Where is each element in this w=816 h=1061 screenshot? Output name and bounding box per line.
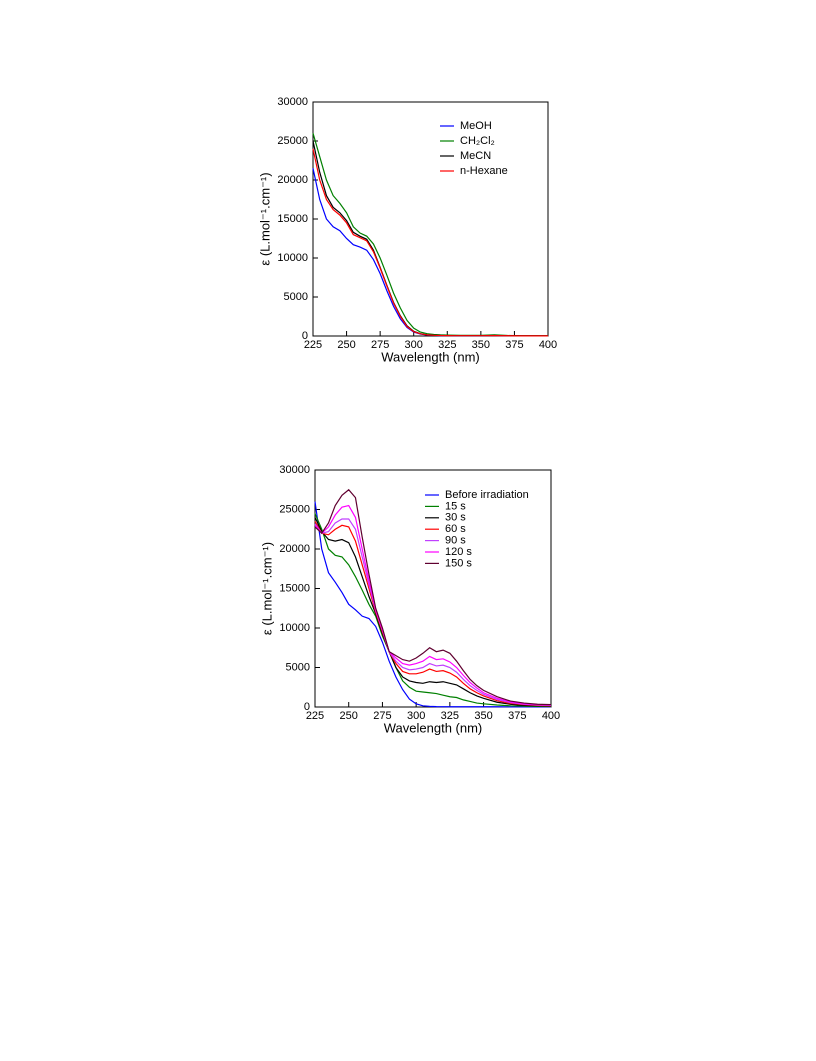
x-tick-label: 275 xyxy=(371,339,389,351)
x-tick-label: 375 xyxy=(505,339,523,351)
data-line xyxy=(312,133,548,337)
x-axis-title: Wavelength (nm) xyxy=(384,720,483,735)
y-tick-label: 25000 xyxy=(279,503,310,515)
y-axis-title: ε (L.mol⁻¹.cm⁻¹) xyxy=(257,172,272,265)
data-line xyxy=(312,140,548,337)
chart: 225 250 275 300 325 350 375 400 0 5000 10000 15000 2… xyxy=(259,464,560,736)
x-tick-label: 400 xyxy=(542,710,560,722)
y-tick-label: 10000 xyxy=(277,252,308,264)
legend-label: 15 s xyxy=(445,500,466,512)
y-tick-label: 5000 xyxy=(284,291,308,303)
x-tick-label: 300 xyxy=(407,710,425,722)
plot-frame xyxy=(312,101,549,337)
x-axis-title: Wavelength (nm) xyxy=(381,349,480,364)
x-tick-label: 225 xyxy=(306,710,324,722)
x-tick-label: 250 xyxy=(337,339,355,351)
legend-label: Before irradiation xyxy=(445,489,529,501)
x-tick-label: 250 xyxy=(340,710,358,722)
data-line xyxy=(312,168,548,337)
x-tick-label: 350 xyxy=(474,710,492,722)
legend-label: 120 s xyxy=(445,546,472,558)
data-line xyxy=(314,501,551,708)
legend-label: n-Hexane xyxy=(460,165,508,177)
data-line xyxy=(314,504,552,706)
data-line xyxy=(314,521,552,707)
chart: 225 250 275 300 325 350 375 400 0 5000 10000 15000 2… xyxy=(257,96,557,365)
data-line xyxy=(314,513,552,708)
legend-label: CH₂Cl₂ xyxy=(460,135,495,147)
y-tick-label: 10000 xyxy=(279,622,310,634)
y-axis-title: ε (L.mol⁻¹.cm⁻¹) xyxy=(259,542,274,635)
y-tick-label: 15000 xyxy=(279,582,310,594)
data-line xyxy=(314,517,552,707)
data-line xyxy=(312,148,548,337)
y-tick-label: 30000 xyxy=(277,96,308,108)
x-tick-label: 275 xyxy=(373,710,391,722)
x-tick-label: 325 xyxy=(438,339,456,351)
legend-label: MeCN xyxy=(460,150,491,162)
legend-label: 30 s xyxy=(445,512,466,524)
y-tick-label: 20000 xyxy=(277,174,308,186)
x-tick-label: 375 xyxy=(508,710,526,722)
y-tick-label: 30000 xyxy=(279,464,310,476)
x-tick-label: 325 xyxy=(441,710,459,722)
y-tick-label: 0 xyxy=(304,701,310,713)
y-tick-label: 15000 xyxy=(277,213,308,225)
data-line xyxy=(314,488,552,706)
legend-label: 90 s xyxy=(445,535,466,547)
y-tick-label: 0 xyxy=(302,330,308,342)
plot-frame xyxy=(314,469,552,708)
data-line xyxy=(314,518,552,707)
y-tick-label: 20000 xyxy=(279,543,310,555)
x-tick-label: 350 xyxy=(472,339,490,351)
x-tick-label: 300 xyxy=(405,339,423,351)
legend-label: 150 s xyxy=(445,557,472,569)
legend-label: 60 s xyxy=(445,523,466,535)
x-tick-label: 400 xyxy=(539,339,557,351)
legend-label: MeOH xyxy=(460,120,492,132)
y-tick-label: 25000 xyxy=(277,135,308,147)
y-tick-label: 5000 xyxy=(286,661,310,673)
x-tick-label: 225 xyxy=(304,339,322,351)
